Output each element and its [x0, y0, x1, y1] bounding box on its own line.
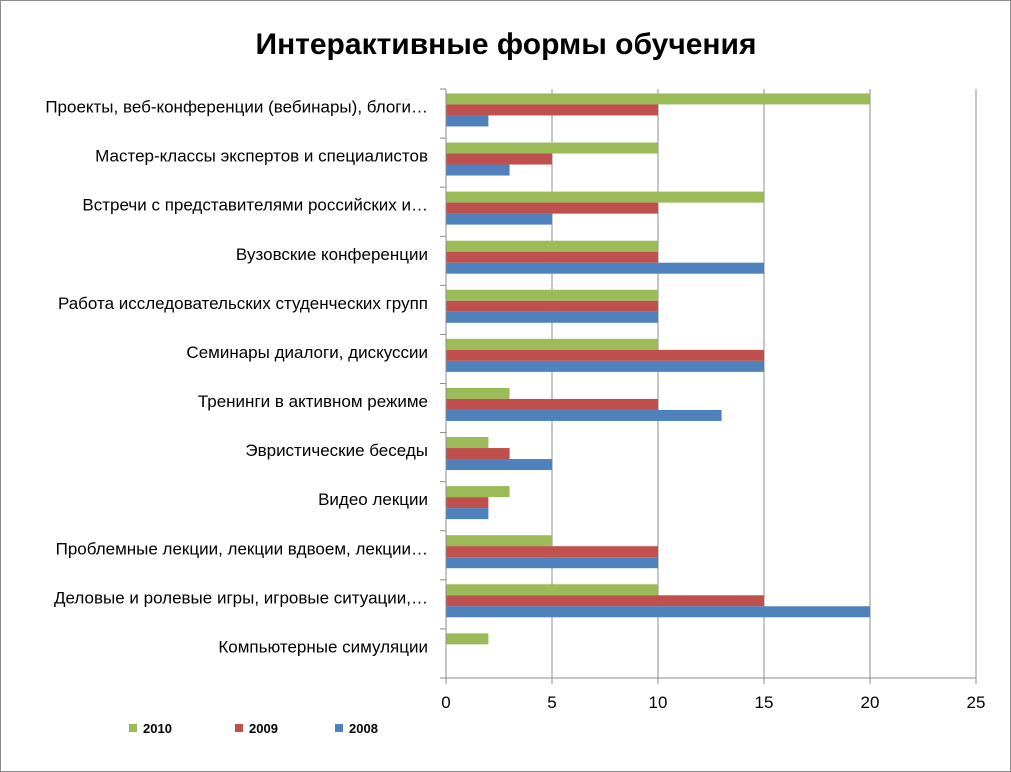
- bar-2009: [446, 497, 489, 509]
- bar-2010: [446, 535, 552, 547]
- bar-2008: [446, 115, 489, 127]
- bar-2010: [446, 191, 764, 203]
- bar-2008: [446, 508, 489, 520]
- bar-2009: [446, 546, 658, 558]
- legend-label-2009: 2009: [249, 721, 278, 736]
- bar-2010: [446, 486, 510, 498]
- bar-2010: [446, 289, 658, 301]
- legend-swatch-2010: [129, 724, 137, 732]
- bar-2009: [446, 202, 658, 214]
- x-tick-label: 25: [967, 693, 986, 712]
- x-tick-label: 15: [755, 693, 774, 712]
- chart-title: Интерактивные формы обучения: [256, 28, 757, 61]
- bar-2009: [446, 300, 658, 312]
- bar-2009: [446, 398, 658, 410]
- bar-2008: [446, 164, 510, 176]
- bar-2010: [446, 93, 870, 105]
- bars: [446, 93, 870, 645]
- category-label: Компьютерные симуляции: [218, 637, 428, 656]
- bar-2010: [446, 387, 510, 399]
- x-tick-label: 5: [547, 693, 556, 712]
- category-label: Вузовские конференции: [236, 245, 428, 264]
- category-label: Тренинги в активном режиме: [198, 392, 428, 411]
- category-label: Проекты, веб-конференции (вебинары), бло…: [45, 98, 428, 117]
- category-label: Проблемные лекции, лекции вдвоем, лекции…: [56, 539, 428, 558]
- bar-2009: [446, 595, 764, 607]
- axes: [440, 88, 976, 679]
- legend-label-2010: 2010: [143, 721, 172, 736]
- bar-2009: [446, 349, 764, 361]
- bar-2009: [446, 448, 510, 460]
- legend-label-2008: 2008: [349, 721, 378, 736]
- bar-2010: [446, 584, 658, 596]
- legend-swatch-2009: [235, 724, 243, 732]
- x-tick-labels: 0 5 10 15 20 25: [441, 693, 985, 712]
- bar-2008: [446, 459, 552, 471]
- category-labels: Проекты, веб-конференции (вебинары), бло…: [45, 98, 428, 657]
- bar-2009: [446, 251, 658, 263]
- bar-2008: [446, 213, 552, 225]
- category-label: Встречи с представителями российских и…: [82, 196, 428, 215]
- bar-2010: [446, 240, 658, 252]
- x-tick-label: 0: [441, 693, 450, 712]
- bar-2008: [446, 262, 764, 274]
- bar-2008: [446, 409, 722, 421]
- category-label: Эвристические беседы: [245, 441, 428, 460]
- bar-2008: [446, 557, 658, 569]
- bar-2010: [446, 338, 658, 350]
- bar-2008: [446, 606, 870, 618]
- gridlines: [445, 89, 977, 684]
- legend-swatch-2008: [335, 724, 343, 732]
- bar-2008: [446, 311, 658, 323]
- bar-2008: [446, 360, 764, 372]
- bar-2009: [446, 104, 658, 116]
- category-label: Работа исследовательских студенческих гр…: [58, 294, 428, 313]
- bar-2009: [446, 153, 552, 165]
- category-label: Видео лекции: [318, 490, 428, 509]
- bar-2010: [446, 437, 489, 449]
- category-label: Деловые и ролевые игры, игровые ситуации…: [54, 588, 428, 607]
- bar-2010: [446, 633, 489, 645]
- legend: 2010 2009 2008: [129, 721, 378, 736]
- category-label: Семинары диалоги, дискуссии: [186, 343, 428, 362]
- x-tick-label: 20: [861, 693, 880, 712]
- category-label: Мастер-классы экспертов и специалистов: [95, 147, 428, 166]
- bar-2010: [446, 142, 658, 154]
- x-tick-label: 10: [649, 693, 668, 712]
